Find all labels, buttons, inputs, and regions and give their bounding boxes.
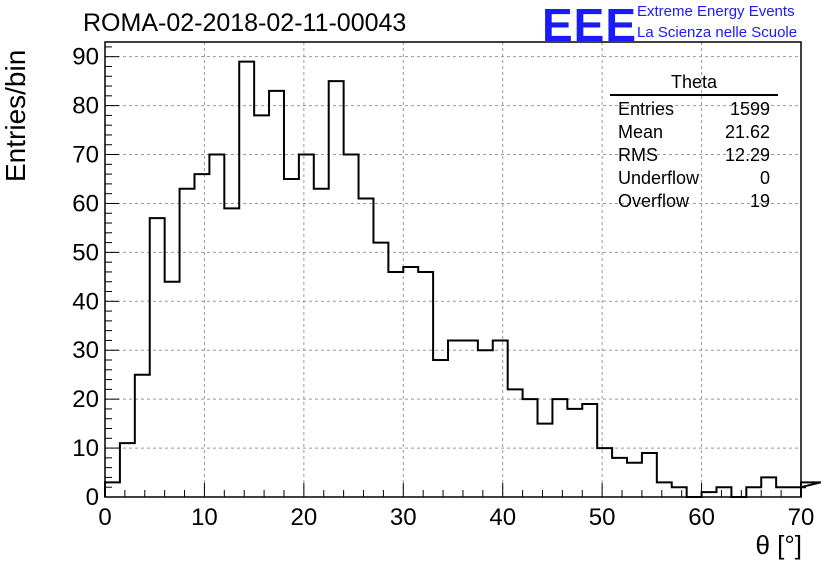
stats-value: 12.29 [724, 145, 770, 165]
histogram-bin [478, 350, 493, 497]
histogram-bin [597, 448, 612, 497]
histogram-bin [508, 389, 523, 497]
histogram-bin [344, 155, 359, 497]
stats-value: 1599 [729, 99, 770, 119]
stats-label: RMS [618, 145, 658, 165]
y-tick-label: 40 [72, 288, 99, 315]
histogram-bin [538, 424, 553, 497]
histogram-bin [552, 399, 567, 497]
histogram-bin [448, 340, 463, 497]
y-tick-label: 20 [72, 386, 99, 413]
histogram-bin [418, 272, 433, 497]
histogram-bin [627, 463, 642, 497]
histogram-bin [567, 409, 582, 497]
logo-caption-line1: Extreme Energy Events [637, 3, 795, 20]
stats-row: Mean 21.62 [610, 121, 778, 144]
stats-label: Overflow [618, 191, 690, 211]
histogram-bin [105, 482, 120, 497]
x-tick-label: 40 [489, 504, 516, 531]
stats-row: Overflow 19 [610, 190, 778, 213]
histogram-bin [776, 487, 791, 497]
histogram-bin [209, 155, 224, 497]
stats-label: Mean [618, 122, 664, 142]
histogram-bin [373, 243, 388, 497]
histogram-bin [791, 487, 801, 497]
y-tick-label: 90 [72, 44, 99, 71]
x-tick-label: 0 [98, 504, 111, 531]
stats-label: Entries [618, 99, 675, 119]
histogram-bin [582, 404, 597, 497]
histogram-bin [135, 375, 150, 497]
histogram-bin [329, 81, 344, 497]
x-tick-label: 10 [191, 504, 218, 531]
y-tick-label: 80 [72, 93, 99, 120]
histogram-bin [463, 340, 478, 497]
stats-row: Underflow 0 [610, 167, 778, 190]
x-tick-label: 70 [788, 504, 815, 531]
x-tick-label: 50 [589, 504, 616, 531]
y-tick-label: 60 [72, 190, 99, 217]
stats-label: Underflow [618, 168, 700, 188]
histogram-bin [388, 272, 403, 497]
stats-title: Theta [610, 72, 778, 96]
stats-value: 21.62 [724, 122, 770, 142]
histogram-bin [239, 62, 254, 497]
eee-logo: EEE [542, 0, 638, 51]
histogram-bin [180, 189, 195, 497]
logo-caption-line2: La Scienza nelle Scuole [637, 24, 798, 41]
histogram-bin [359, 199, 374, 497]
histogram-bin [120, 443, 135, 497]
stats-row: Entries 1599 [610, 98, 778, 121]
histogram-bin [314, 189, 329, 497]
histogram-bin [299, 155, 314, 497]
histogram-bin [716, 487, 731, 497]
histogram-bin [523, 399, 538, 497]
histogram-bin [269, 91, 284, 497]
x-axis-label: θ [°] [755, 530, 802, 560]
histogram-bin [493, 340, 508, 497]
y-tick-label: 30 [72, 337, 99, 364]
y-tick-label: 50 [72, 239, 99, 266]
histogram-bin [165, 282, 180, 497]
x-tick-label: 30 [390, 504, 417, 531]
x-tick-label: 20 [291, 504, 318, 531]
y-tick-label: 70 [72, 142, 99, 169]
histogram-bin [433, 360, 448, 497]
histogram-bin [746, 487, 761, 497]
histogram-bin [612, 458, 627, 497]
histogram-bin [224, 208, 239, 497]
y-tick-label: 0 [86, 484, 99, 511]
stats-value: 19 [749, 191, 770, 211]
x-tick-label: 60 [688, 504, 715, 531]
y-axis-label: Entries/bin [0, 49, 31, 182]
histogram-bin [657, 482, 672, 497]
stats-box: Theta Entries 1599 Mean 21.62 RMS 12.29 … [610, 72, 778, 213]
histogram-bin [672, 487, 687, 497]
histogram-series [104, 60, 822, 498]
stats-value: 0 [759, 168, 770, 188]
histogram-bin [642, 453, 657, 497]
y-tick-label: 10 [72, 435, 99, 462]
histogram-bin [254, 115, 269, 497]
chart-title: ROMA-02-2018-02-11-00043 [83, 9, 407, 37]
plot-frame [104, 41, 802, 498]
histogram-bin [284, 179, 299, 497]
histogram-bin [150, 218, 165, 497]
histogram-bin [761, 477, 776, 497]
stats-row: RMS 12.29 [610, 144, 778, 167]
